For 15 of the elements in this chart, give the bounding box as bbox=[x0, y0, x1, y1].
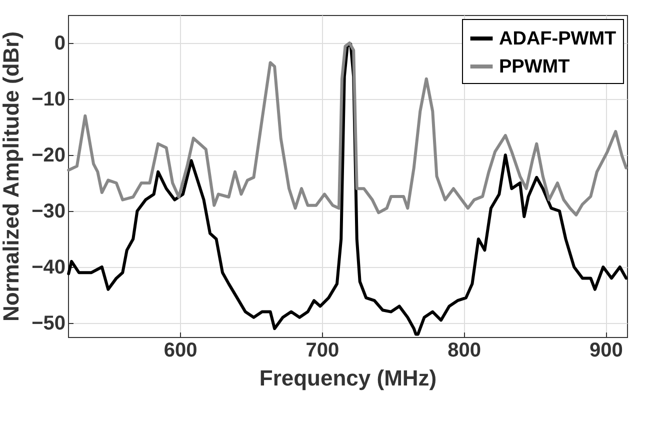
x-tick-label: 800 bbox=[448, 340, 482, 362]
y-tick-label: −40 bbox=[32, 256, 66, 278]
y-axis-title: Normalized Amplitude (dBr) bbox=[0, 31, 24, 322]
line-series bbox=[67, 42, 628, 336]
y-tick-label: −20 bbox=[32, 144, 66, 166]
y-tick-label: −50 bbox=[32, 312, 66, 334]
x-tick-label: 600 bbox=[164, 340, 198, 362]
legend-label: ADAF-PWMT bbox=[499, 28, 617, 50]
legend-label: PPWMT bbox=[499, 56, 570, 78]
y-tick-label: −30 bbox=[32, 200, 66, 222]
x-tick-label: 700 bbox=[306, 340, 340, 362]
y-tick-label: −10 bbox=[32, 88, 66, 110]
y-tick-label: 0 bbox=[54, 32, 66, 54]
x-tick-label: 900 bbox=[590, 340, 623, 362]
x-axis-title: Frequency (MHz) bbox=[259, 366, 437, 390]
